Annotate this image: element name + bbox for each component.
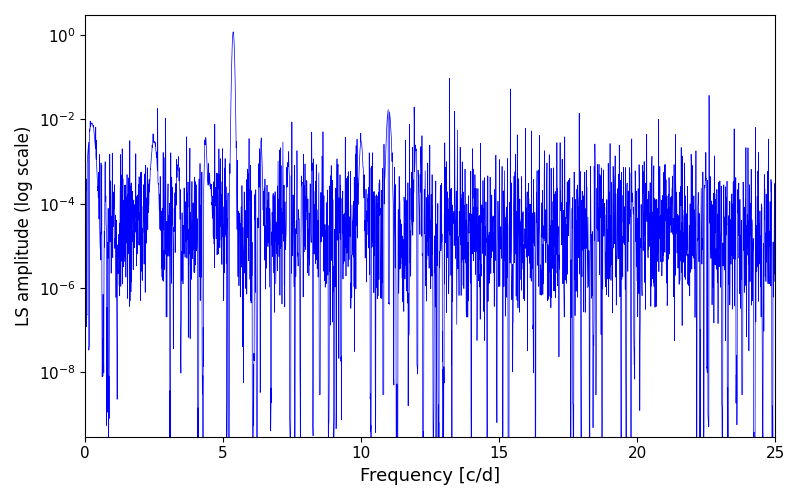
X-axis label: Frequency [c/d]: Frequency [c/d] <box>360 467 500 485</box>
Y-axis label: LS amplitude (log scale): LS amplitude (log scale) <box>15 126 33 326</box>
